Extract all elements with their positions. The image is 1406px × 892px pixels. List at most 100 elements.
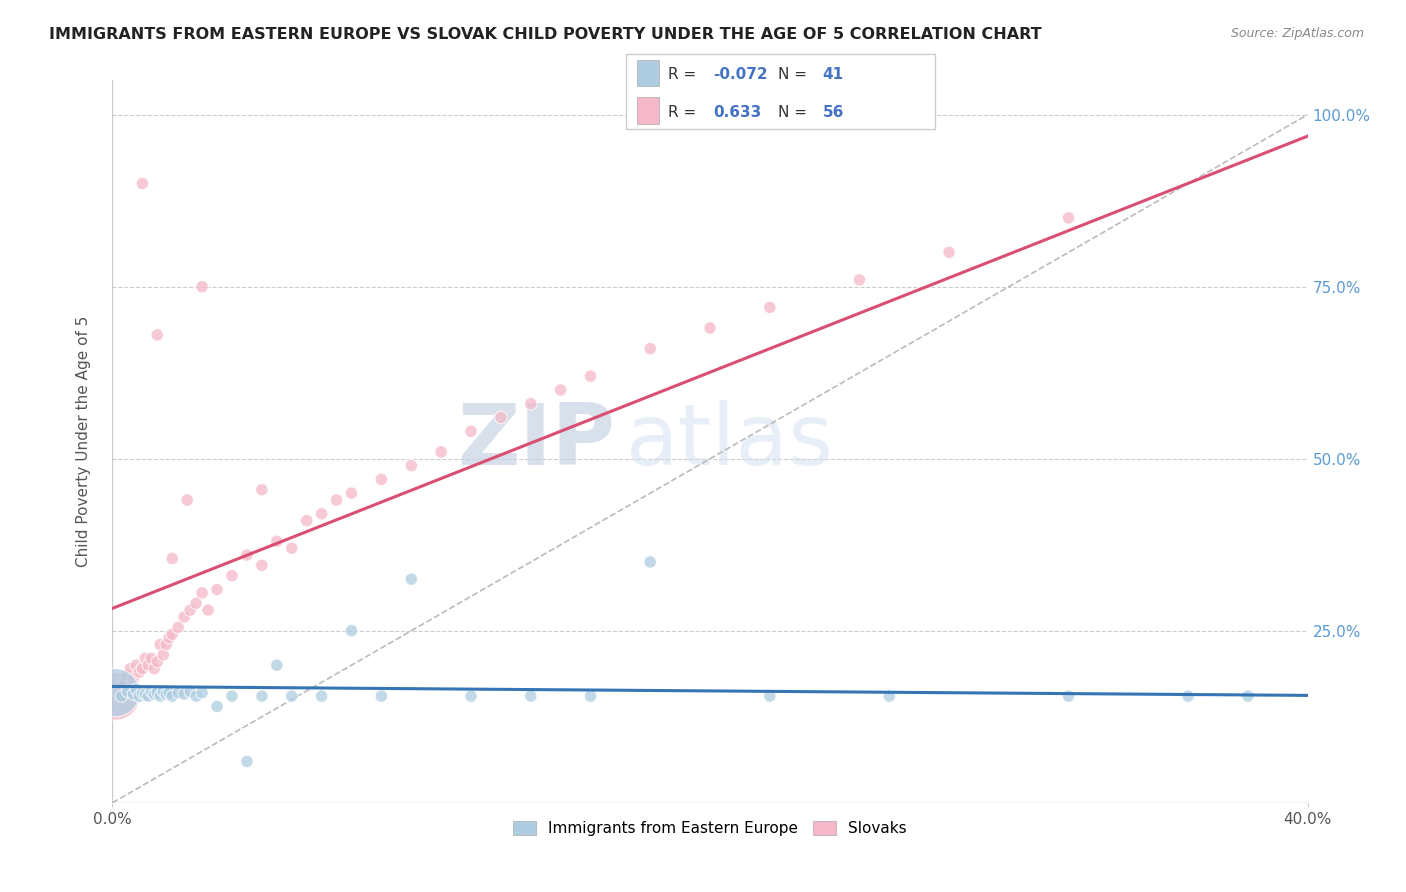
Point	[131, 177, 153, 191]
Point	[520, 689, 543, 703]
Point	[1057, 211, 1080, 225]
Point	[340, 486, 363, 500]
Point	[141, 651, 163, 665]
Point	[197, 603, 219, 617]
Point	[138, 689, 160, 703]
Point	[125, 658, 148, 673]
Point	[107, 686, 129, 700]
Text: 41: 41	[823, 67, 844, 82]
Point	[141, 684, 163, 698]
Point	[221, 689, 243, 703]
Point	[401, 458, 423, 473]
Point	[460, 424, 482, 438]
Point	[152, 684, 174, 698]
Text: -0.072: -0.072	[713, 67, 768, 82]
Point	[167, 686, 190, 700]
Point	[138, 658, 160, 673]
Point	[104, 686, 127, 700]
Point	[149, 689, 172, 703]
Point	[266, 658, 288, 673]
Point	[179, 603, 201, 617]
Point	[460, 689, 482, 703]
Point	[579, 689, 602, 703]
Point	[325, 493, 347, 508]
Point	[489, 410, 512, 425]
Point	[266, 534, 288, 549]
Point	[759, 301, 782, 315]
Point	[236, 755, 259, 769]
Point	[176, 493, 198, 508]
Point	[125, 682, 148, 697]
Point	[149, 638, 172, 652]
Text: N =: N =	[778, 67, 811, 82]
Point	[131, 686, 153, 700]
Point	[134, 651, 156, 665]
Point	[401, 572, 423, 586]
Point	[1177, 689, 1199, 703]
Point	[162, 689, 183, 703]
Point	[122, 672, 145, 686]
Point	[155, 687, 177, 701]
Point	[640, 342, 662, 356]
Point	[173, 687, 195, 701]
Point	[1237, 689, 1260, 703]
Point	[370, 689, 392, 703]
Point	[146, 655, 169, 669]
Point	[550, 383, 572, 397]
Point	[191, 586, 214, 600]
Point	[520, 397, 543, 411]
Point	[143, 662, 166, 676]
Point	[143, 687, 166, 701]
Point	[167, 620, 190, 634]
Point	[122, 687, 145, 701]
Text: 56: 56	[823, 105, 844, 120]
Point	[134, 687, 156, 701]
Point	[699, 321, 721, 335]
Point	[186, 596, 208, 610]
Point	[879, 689, 901, 703]
Text: 0.633: 0.633	[713, 105, 761, 120]
Point	[221, 568, 243, 582]
Point	[191, 279, 214, 293]
Point	[370, 472, 392, 486]
Text: atlas: atlas	[627, 400, 834, 483]
Point	[205, 699, 228, 714]
Point	[131, 662, 153, 676]
Text: ZIP: ZIP	[457, 400, 614, 483]
Point	[250, 558, 273, 573]
Point	[128, 689, 150, 703]
Text: R =: R =	[668, 67, 702, 82]
Point	[146, 327, 169, 342]
Point	[340, 624, 363, 638]
Legend: Immigrants from Eastern Europe, Slovaks: Immigrants from Eastern Europe, Slovaks	[506, 814, 914, 842]
Point	[1057, 689, 1080, 703]
Point	[848, 273, 870, 287]
Point	[186, 689, 208, 703]
Text: N =: N =	[778, 105, 811, 120]
Point	[157, 631, 180, 645]
Point	[179, 684, 201, 698]
Point	[114, 675, 135, 690]
Point	[250, 689, 273, 703]
Point	[281, 689, 304, 703]
Text: Source: ZipAtlas.com: Source: ZipAtlas.com	[1230, 27, 1364, 40]
Point	[311, 507, 333, 521]
Point	[236, 548, 259, 562]
Text: IMMIGRANTS FROM EASTERN EUROPE VS SLOVAK CHILD POVERTY UNDER THE AGE OF 5 CORREL: IMMIGRANTS FROM EASTERN EUROPE VS SLOVAK…	[49, 27, 1042, 42]
Point	[295, 514, 318, 528]
Point	[250, 483, 273, 497]
Point	[128, 665, 150, 679]
Point	[110, 689, 132, 703]
Point	[205, 582, 228, 597]
Point	[162, 551, 183, 566]
Point	[117, 668, 139, 682]
Point	[430, 445, 453, 459]
Point	[146, 686, 169, 700]
Point	[120, 662, 142, 676]
Point	[311, 689, 333, 703]
Point	[104, 689, 127, 703]
Point	[191, 686, 214, 700]
Point	[281, 541, 304, 556]
Text: R =: R =	[668, 105, 702, 120]
Point	[173, 610, 195, 624]
